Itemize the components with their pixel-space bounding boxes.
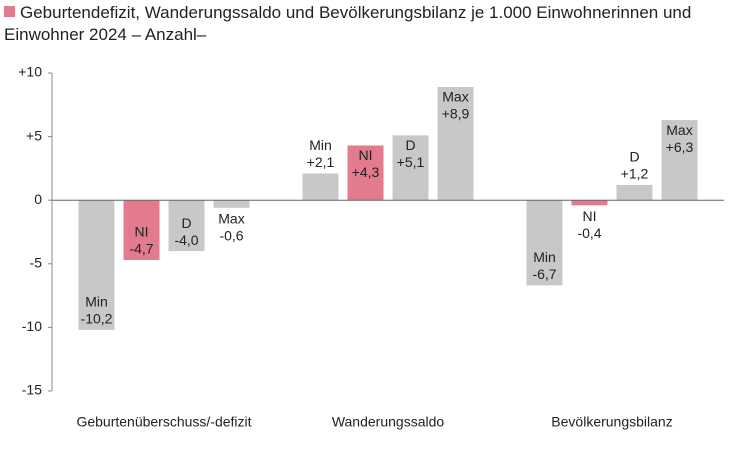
bar-series-label: Min bbox=[309, 137, 332, 153]
bar-series-label: D bbox=[181, 215, 191, 231]
chart-title-box: Geburtendefizit, Wanderungssaldo und Bev… bbox=[4, 2, 724, 46]
bar-value-label: +2,1 bbox=[307, 154, 335, 170]
bar-value-label: +1,2 bbox=[621, 166, 649, 182]
y-tick-label: +5 bbox=[26, 127, 42, 143]
bar-series-label: NI bbox=[135, 224, 149, 240]
bar bbox=[661, 120, 698, 201]
bar bbox=[437, 86, 474, 201]
bar bbox=[213, 200, 250, 208]
bar bbox=[616, 184, 653, 201]
bar bbox=[78, 200, 115, 330]
bar bbox=[123, 200, 160, 260]
y-tick-label: +10 bbox=[18, 64, 42, 80]
bar-series-label: Min bbox=[533, 249, 556, 265]
bar-series-label: NI bbox=[359, 147, 373, 163]
bar bbox=[392, 135, 429, 201]
title-marker bbox=[4, 6, 15, 17]
bar-value-label: -0,6 bbox=[219, 228, 243, 244]
bar-value-label: -0,4 bbox=[577, 225, 601, 241]
x-tick-label: Bevölkerungsbilanz bbox=[551, 414, 672, 430]
bar-series-label: NI bbox=[583, 208, 597, 224]
bar-series-label: Max bbox=[666, 122, 692, 138]
bar-value-label: +8,9 bbox=[442, 106, 470, 122]
bar bbox=[302, 173, 339, 201]
bar-value-label: +5,1 bbox=[397, 154, 425, 170]
bar bbox=[526, 200, 563, 286]
x-tick-label: Wanderungssaldo bbox=[332, 414, 445, 430]
bar-value-label: -4,0 bbox=[174, 232, 198, 248]
x-tick-label: Geburtenüberschuss/-defizit bbox=[76, 414, 251, 430]
chart-title: Geburtendefizit, Wanderungssaldo und Bev… bbox=[4, 3, 692, 44]
bar-series-label: D bbox=[405, 137, 415, 153]
y-tick-label: 0 bbox=[34, 191, 42, 207]
bar-value-label: -6,7 bbox=[532, 266, 556, 282]
bar-value-label: +6,3 bbox=[666, 139, 694, 155]
bar bbox=[168, 200, 205, 252]
bar-series-label: Min bbox=[85, 294, 108, 310]
bar-value-label: -4,7 bbox=[129, 241, 153, 257]
bar bbox=[347, 145, 384, 201]
bar-series-label: D bbox=[629, 149, 639, 165]
y-tick-label: -5 bbox=[30, 255, 43, 271]
bar bbox=[571, 200, 608, 206]
bar-value-label: -10,2 bbox=[81, 311, 113, 327]
bar-value-label: +4,3 bbox=[352, 164, 380, 180]
y-tick-label: -10 bbox=[22, 318, 42, 334]
y-tick-label: -15 bbox=[22, 382, 42, 398]
bar-series-label: Max bbox=[218, 211, 244, 227]
bar-series-label: Max bbox=[442, 89, 468, 105]
